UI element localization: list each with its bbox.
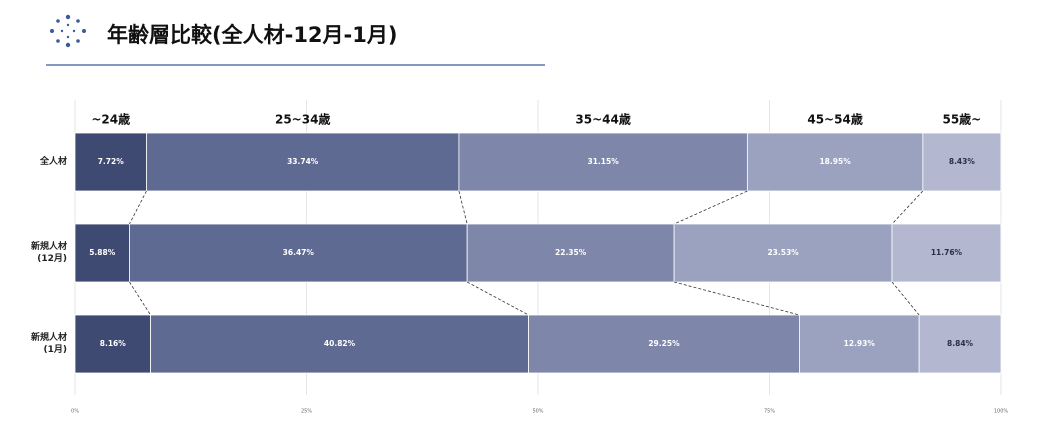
legend-label: 45~54歳 [807,112,862,127]
bar-segment [74,132,147,192]
connector [458,190,468,225]
value-label: 33.74% [287,157,319,166]
x-tick-label: 75% [764,409,775,415]
y-tick-label: 全人材 [39,157,67,167]
bar-segment [891,223,1002,283]
y-tick-label: 新規人材 (12月) [30,242,67,264]
legend-label: ~24歳 [91,112,130,127]
value-label: 23.53% [767,248,799,257]
connector [129,281,151,316]
bar-segment [918,314,1002,374]
chart-title: 年齢層比較(全人材-12月-1月) [107,23,397,47]
bar-segment [466,223,675,283]
bar-segment [528,314,800,374]
bar-segment [458,132,748,192]
x-tick-label: 0% [71,409,79,415]
value-label: 8.84% [947,339,974,348]
value-label: 40.82% [324,339,356,348]
connector [673,190,748,225]
value-label: 5.88% [89,248,116,257]
value-label: 31.15% [588,157,620,166]
connector [674,281,800,316]
connector [129,190,147,225]
connector [891,190,924,225]
x-tick-label: 25% [301,409,312,415]
value-label: 8.43% [949,157,976,166]
bar-segment [746,132,924,192]
value-label: 36.47% [283,248,315,257]
value-label: 12.93% [844,339,876,348]
legend-label: 55歳~ [942,112,981,127]
bar-segment [129,223,468,283]
value-label: 29.25% [648,339,680,348]
value-label: 8.16% [100,339,127,348]
bar-segment [922,132,1002,192]
bar-segment [74,314,151,374]
connector [891,281,920,316]
bar-segment [673,223,893,283]
legend-label: 35~44歳 [575,112,630,127]
value-label: 22.35% [555,248,587,257]
value-label: 11.76% [931,248,963,257]
x-tick-label: 100% [994,409,1009,415]
y-tick-label: 新規人材 (1月) [30,333,67,355]
connector [466,281,529,316]
logo-icon [50,14,86,48]
bar-segment [74,223,130,283]
x-tick-label: 50% [532,409,543,415]
legend-label: 25~34歳 [275,112,330,127]
value-label: 18.95% [819,157,851,166]
value-label: 7.72% [98,157,125,166]
bar-segment [799,314,920,374]
bar-segment [150,314,529,374]
